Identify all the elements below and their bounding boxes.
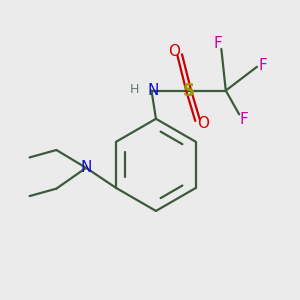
Text: N: N bbox=[80, 160, 92, 175]
Text: N: N bbox=[147, 83, 159, 98]
Text: S: S bbox=[183, 82, 195, 100]
Text: F: F bbox=[239, 112, 248, 127]
Text: O: O bbox=[197, 116, 209, 131]
Text: F: F bbox=[259, 58, 267, 73]
Text: H: H bbox=[130, 82, 139, 96]
Text: F: F bbox=[214, 36, 223, 51]
Text: O: O bbox=[168, 44, 180, 59]
